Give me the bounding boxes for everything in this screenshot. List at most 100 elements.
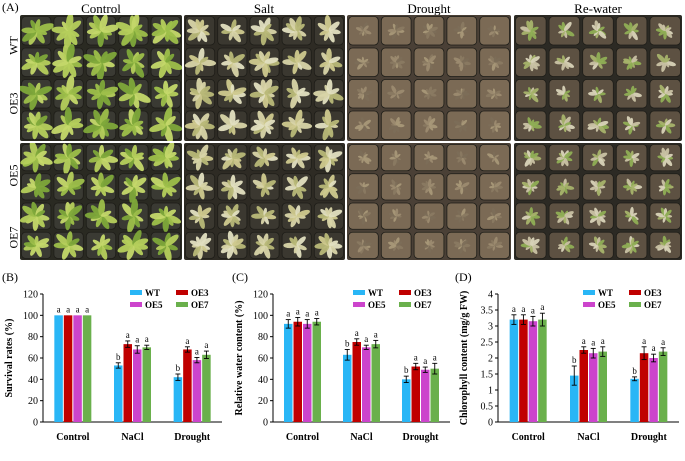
significance-letter: b [116, 352, 121, 362]
legend-swatch-oe5 [130, 302, 142, 307]
significance-letter: a [126, 330, 130, 340]
bar-oe7 [658, 351, 668, 422]
significance-letter: a [355, 328, 359, 338]
y-tick-label: 40 [28, 375, 38, 386]
significance-letter: a [433, 352, 437, 362]
legend-label-oe5: OE5 [598, 300, 616, 310]
legend-label-oe7: OE7 [644, 300, 662, 310]
category-label: Control [286, 432, 319, 443]
legend-swatch-oe5 [583, 302, 595, 307]
legend-label-oe7: OE7 [191, 300, 209, 310]
column-title-drought: Drought [407, 1, 451, 16]
y-tick-label: 100 [23, 311, 38, 322]
bar-oe7 [202, 354, 211, 422]
significance-letter: a [601, 336, 605, 346]
y-axis-label: Survival rates (%) [4, 319, 15, 398]
y-tick-label: 120 [23, 290, 38, 301]
y-tick-label: 0 [488, 418, 493, 429]
bar-wt [284, 323, 293, 422]
legend-swatch-oe7 [399, 302, 411, 307]
y-tick-label: 2.5 [481, 338, 494, 349]
significance-letter: a [305, 309, 309, 319]
bar-wt [173, 377, 183, 422]
y-tick-label: 0.5 [481, 402, 494, 413]
photo-drought-bottom [347, 143, 511, 260]
significance-letter: a [414, 352, 418, 362]
legend-swatch-wt [583, 290, 595, 295]
legend-swatch-oe3 [399, 290, 411, 295]
y-axis-label: Relative water content (%) [234, 300, 245, 415]
category-label: NaCl [121, 432, 143, 443]
bar-oe3 [352, 342, 361, 422]
significance-letter: a [364, 334, 368, 344]
significance-letter: a [76, 304, 80, 314]
y-tick-label: 100 [253, 311, 268, 322]
y-tick-label: 20 [258, 396, 268, 407]
y-tick-label: 3 [488, 322, 493, 333]
legend-label-wt: WT [598, 288, 613, 298]
legend-label-oe7: OE7 [414, 300, 432, 310]
bar-wt [54, 315, 63, 422]
bar-oe7 [430, 368, 439, 422]
bar-wt [630, 378, 639, 422]
y-tick-label: 80 [28, 332, 38, 343]
bar-oe5 [133, 349, 142, 422]
legend-swatch-oe3 [176, 290, 188, 295]
y-tick-label: 60 [28, 354, 38, 365]
bar-wt [343, 354, 352, 422]
bar-wt [570, 375, 579, 422]
legend-swatch-wt [353, 290, 365, 295]
significance-letter: a [85, 304, 89, 314]
panel-b-label: (B) [2, 270, 18, 284]
category-label: Drought [631, 432, 668, 443]
bar-oe5 [528, 321, 538, 422]
y-tick-label: 0 [33, 418, 38, 429]
bar-wt [114, 365, 123, 422]
significance-letter: b [404, 365, 409, 375]
significance-letter: a [582, 336, 586, 346]
significance-letter: a [195, 346, 199, 356]
bar-oe3 [579, 350, 588, 422]
bar-wt [509, 319, 519, 422]
significance-letter: a [661, 337, 665, 347]
y-tick-label: 1 [488, 386, 493, 397]
legend-label-oe3: OE3 [191, 288, 209, 298]
y-tick-label: 4 [488, 290, 493, 301]
category-label: NaCl [350, 432, 372, 443]
significance-letter: a [531, 305, 535, 315]
panel-c-label: (C) [232, 270, 248, 284]
column-title-salt: Salt [253, 1, 275, 16]
bar-oe3 [183, 349, 192, 422]
legend-label-wt: WT [368, 288, 383, 298]
chart-relative-water-content: 0 20 40 60 80 100 120 Relative water content (%… [234, 288, 450, 443]
category-label: Control [56, 432, 89, 443]
significance-letter: a [315, 308, 319, 318]
significance-letter: a [512, 304, 516, 314]
y-tick-label: 40 [258, 375, 268, 386]
y-tick-label: 120 [253, 290, 268, 301]
significance-letter: a [374, 329, 378, 339]
panel-a-label: (A) [2, 0, 19, 14]
category-label: NaCl [577, 432, 599, 443]
y-tick-label: 80 [258, 332, 268, 343]
significance-letter: b [632, 366, 637, 376]
significance-letter: a [423, 356, 427, 366]
y-tick-label: 3.5 [481, 306, 494, 317]
y-tick-label: 20 [28, 396, 38, 407]
y-tick-label: 2 [488, 354, 493, 365]
bar-oe7 [598, 351, 607, 422]
legend-label-oe3: OE3 [644, 288, 662, 298]
significance-letter: a [135, 335, 139, 345]
y-tick-label: 60 [258, 354, 268, 365]
legend-label-oe5: OE5 [145, 300, 163, 310]
significance-letter: b [345, 338, 350, 348]
significance-letter: a [652, 343, 656, 353]
bar-oe5 [421, 369, 430, 422]
significance-letter: a [296, 306, 300, 316]
significance-letter: a [540, 302, 544, 312]
legend-swatch-oe7 [176, 302, 188, 307]
category-label: Control [512, 432, 545, 443]
legend-swatch-oe3 [629, 290, 641, 295]
y-axis-label: Chlorophyll content (mg/g FW) [459, 291, 470, 426]
photo-rewater-bottom [514, 143, 682, 260]
